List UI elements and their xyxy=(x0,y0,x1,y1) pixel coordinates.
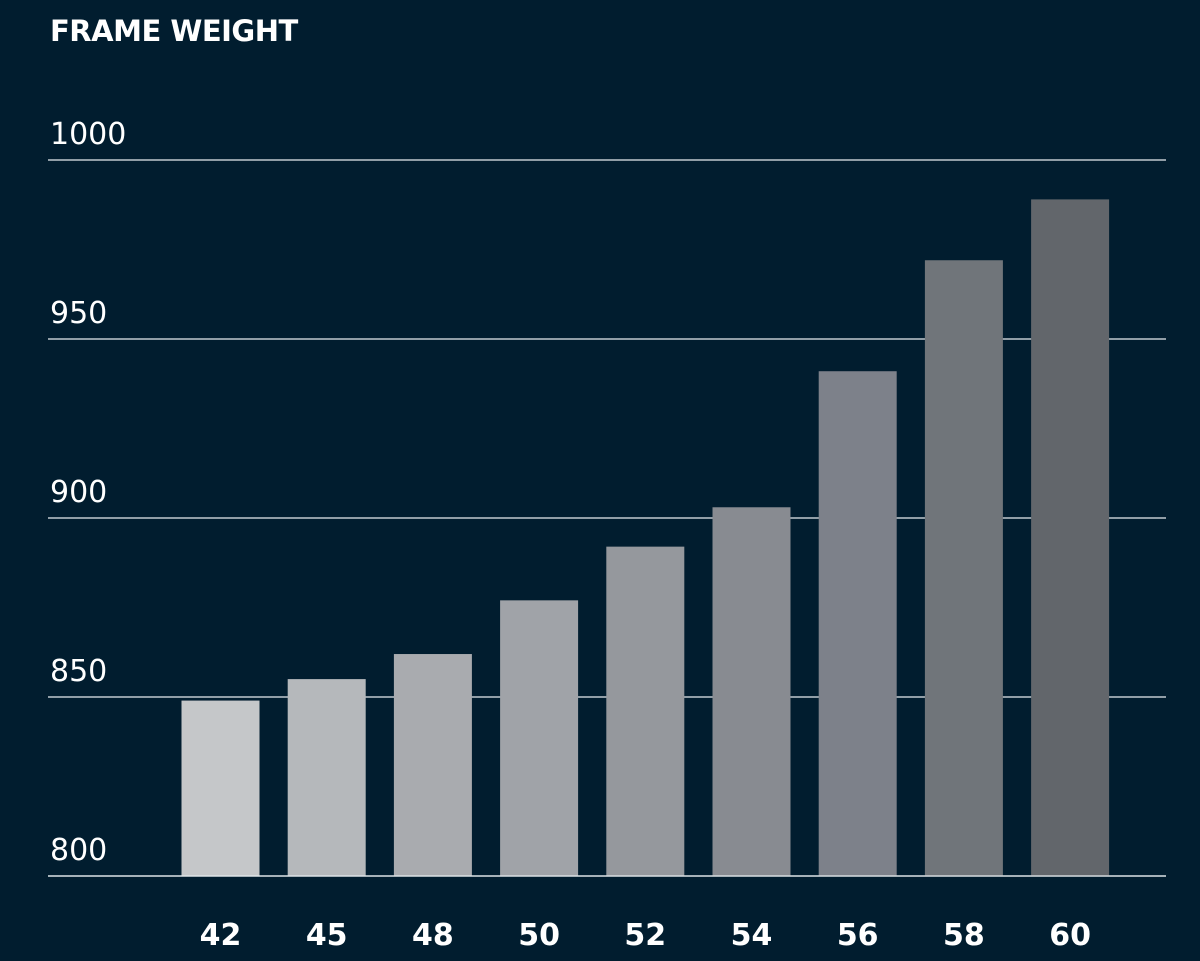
x-axis-ticks: 42 45 48 50 52 54 56 58 60 xyxy=(200,918,1091,953)
x-tick-label-56: 56 xyxy=(837,918,879,953)
x-tick-label-42: 42 xyxy=(200,918,242,953)
bar-60 xyxy=(1031,199,1110,876)
y-tick-label-950: 950 xyxy=(50,296,107,331)
y-axis-ticks: 800 850 900 950 1000 xyxy=(50,117,126,868)
bar-42 xyxy=(181,700,260,876)
y-tick-label-1000: 1000 xyxy=(50,117,126,152)
x-tick-label-54: 54 xyxy=(731,918,773,953)
x-tick-label-52: 52 xyxy=(624,918,666,953)
x-tick-label-48: 48 xyxy=(412,918,454,953)
x-tick-label-60: 60 xyxy=(1049,918,1091,953)
y-tick-label-850: 850 xyxy=(50,654,107,689)
chart-title: FRAME WEIGHT xyxy=(50,14,298,48)
x-tick-label-50: 50 xyxy=(518,918,560,953)
bar-layer xyxy=(48,199,1166,877)
y-tick-label-900: 900 xyxy=(50,475,107,510)
x-tick-label-45: 45 xyxy=(306,918,348,953)
bar-54 xyxy=(712,507,791,876)
y-tick-label-800: 800 xyxy=(50,833,107,868)
bar-58 xyxy=(924,260,1003,876)
bar-50 xyxy=(500,600,579,876)
bar-56 xyxy=(818,371,897,876)
bar-48 xyxy=(393,654,472,876)
bar-45 xyxy=(287,679,366,876)
x-tick-label-58: 58 xyxy=(943,918,985,953)
bar-52 xyxy=(606,546,685,876)
